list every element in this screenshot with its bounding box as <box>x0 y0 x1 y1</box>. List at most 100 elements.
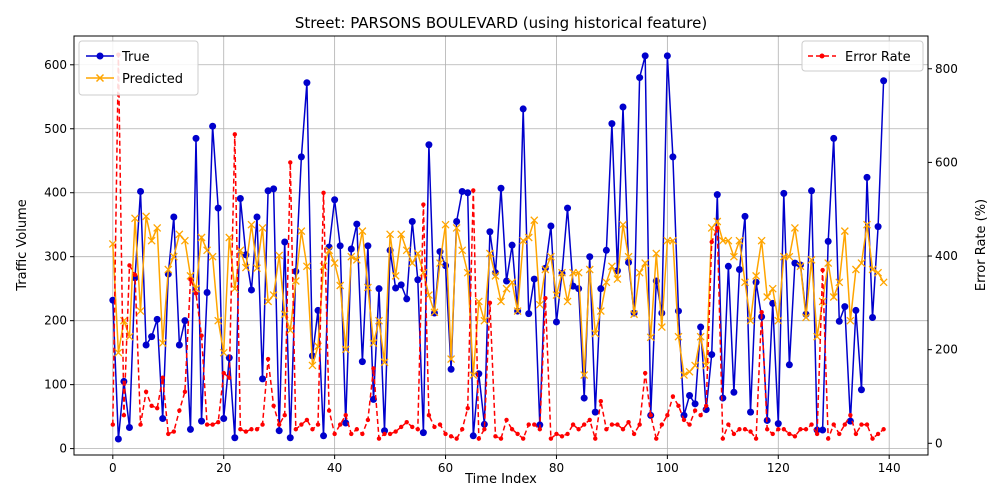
point-error-rate <box>465 405 470 411</box>
point-true <box>175 341 183 349</box>
point-true <box>774 420 782 428</box>
point-predicted <box>846 316 855 325</box>
point-predicted <box>613 275 622 284</box>
point-predicted <box>602 278 611 287</box>
point-predicted <box>824 259 833 268</box>
point-error-rate <box>221 370 226 376</box>
point-predicted <box>463 268 472 277</box>
point-true <box>181 317 189 325</box>
point-predicted <box>219 348 228 357</box>
point-true <box>791 259 799 267</box>
y-left-tick-label: 0 <box>59 442 67 456</box>
point-true <box>464 189 472 197</box>
point-error-rate <box>692 408 698 413</box>
point-error-rate <box>404 420 409 425</box>
point-true <box>857 386 865 394</box>
point-true <box>125 423 133 431</box>
y-left-tick-label: 600 <box>44 58 67 72</box>
point-predicted <box>641 259 650 268</box>
point-predicted <box>624 252 633 261</box>
point-true <box>874 223 882 231</box>
point-error-rate <box>831 422 836 427</box>
point-true <box>824 237 832 245</box>
point-predicted <box>607 262 616 271</box>
point-predicted <box>363 283 372 292</box>
point-true <box>331 196 339 204</box>
point-error-rate <box>487 300 493 306</box>
point-predicted <box>402 246 411 255</box>
point-predicted <box>530 216 539 225</box>
point-true <box>408 218 416 226</box>
point-true <box>713 191 721 199</box>
point-true <box>602 246 610 254</box>
legend-left-box <box>78 40 199 96</box>
point-predicted <box>424 291 433 300</box>
point-error-rate <box>149 403 154 409</box>
point-error-rate <box>398 424 404 430</box>
point-predicted <box>868 265 877 274</box>
point-predicted <box>829 293 838 301</box>
point-predicted <box>519 236 528 245</box>
point-error-rate <box>321 190 326 196</box>
point-error-rate <box>166 431 171 437</box>
point-predicted <box>668 236 677 245</box>
point-error-rate <box>509 427 515 432</box>
point-predicted <box>391 271 400 280</box>
point-error-rate <box>498 436 504 441</box>
legend-error-marker <box>819 53 825 59</box>
point-true <box>497 184 505 192</box>
point-predicted <box>308 361 317 370</box>
point-predicted <box>441 220 450 229</box>
point-true <box>835 317 843 325</box>
point-true <box>674 307 682 315</box>
point-error-rate <box>537 427 543 432</box>
point-predicted <box>702 361 711 370</box>
point-error-rate <box>859 422 864 427</box>
point-true <box>275 427 283 435</box>
point-predicted <box>497 297 505 306</box>
point-error-rate <box>138 422 143 427</box>
point-true <box>619 103 627 111</box>
point-error-rate <box>875 431 881 437</box>
point-error-rate <box>387 431 393 437</box>
point-error-rate <box>199 333 204 338</box>
point-true <box>552 318 560 326</box>
point-error-rate <box>332 431 337 437</box>
point-error-rate <box>665 413 670 418</box>
point-predicted <box>352 255 361 264</box>
series-line-true <box>112 55 885 440</box>
point-predicted <box>341 345 350 354</box>
point-true <box>819 426 827 434</box>
point-predicted <box>580 371 589 379</box>
point-predicted <box>757 236 766 245</box>
point-error-rate <box>703 403 709 409</box>
point-error-rate <box>215 420 221 425</box>
point-true <box>669 153 677 161</box>
point-error-rate <box>642 370 648 376</box>
point-error-rate <box>720 436 726 441</box>
point-error-rate <box>238 427 243 432</box>
point-predicted <box>208 252 217 261</box>
point-true <box>192 134 200 142</box>
point-predicted <box>192 284 200 293</box>
y-left-tick-label: 400 <box>44 186 67 200</box>
point-error-rate <box>288 160 293 165</box>
point-true <box>264 187 272 195</box>
point-true <box>342 419 350 427</box>
point-true <box>214 204 222 212</box>
point-error-rate <box>227 375 232 380</box>
point-true <box>697 323 705 331</box>
point-true <box>691 400 699 408</box>
series-true <box>109 52 888 443</box>
point-error-rate <box>620 427 626 432</box>
point-true <box>453 218 461 226</box>
point-true <box>347 245 355 253</box>
point-true <box>519 105 527 113</box>
point-predicted <box>158 339 167 348</box>
point-true <box>508 241 516 249</box>
point-error-rate <box>410 424 415 430</box>
point-error-rate <box>443 431 448 437</box>
point-error-rate <box>870 436 875 441</box>
point-predicted <box>874 268 883 277</box>
point-true <box>236 194 244 202</box>
